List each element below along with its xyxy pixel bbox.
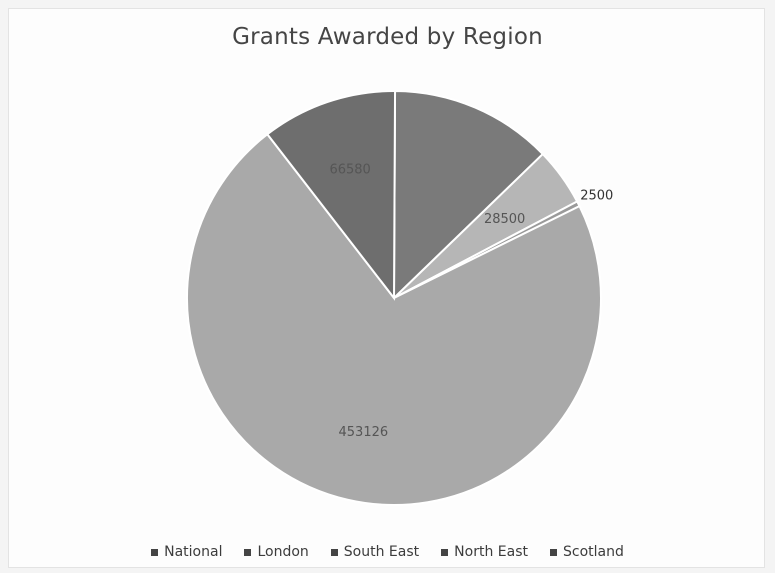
- chart-title: Grants Awarded by Region: [232, 24, 543, 50]
- legend-label-london: London: [257, 544, 309, 560]
- pie-data-labels: 28500 2500 453126 66580: [329, 163, 613, 441]
- legend-swatch-south-east: [330, 548, 338, 556]
- legend-swatch-national: [151, 548, 159, 556]
- legend-item-north-east: North East: [441, 544, 528, 560]
- legend-item-scotland: Scotland: [549, 544, 624, 560]
- data-label-south-east: 66580: [329, 163, 370, 178]
- legend-label-south-east: South East: [343, 544, 420, 560]
- legend-item-london: London: [244, 544, 309, 560]
- pie-slice-national: [392, 89, 545, 301]
- legend-item-south-east: South East: [330, 544, 420, 560]
- legend-label-scotland: Scotland: [562, 544, 624, 560]
- pie-slice-south-east: [265, 90, 397, 301]
- legend-swatch-north-east: [441, 548, 449, 556]
- pie-slice-london: [186, 132, 602, 506]
- legend-label-north-east: North East: [454, 544, 528, 560]
- legend-item-national: National: [151, 544, 222, 560]
- pie-slices: [186, 89, 602, 506]
- chart-legend: National London South East North East Scotla…: [0, 544, 775, 560]
- data-label-north-east: 28500: [484, 212, 525, 227]
- legend-swatch-scotland: [549, 548, 557, 556]
- data-label-scotland: 2500: [580, 188, 613, 203]
- legend-label-national: National: [164, 544, 223, 560]
- data-label-london: 453126: [339, 425, 389, 440]
- legend-swatch-london: [244, 548, 252, 556]
